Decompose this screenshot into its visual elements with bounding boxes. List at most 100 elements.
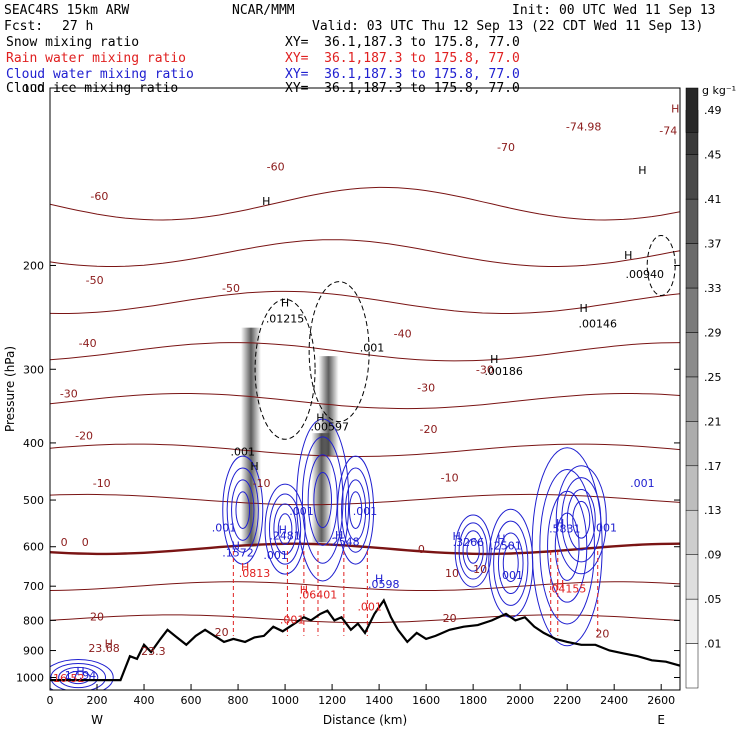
contour-label: H (497, 532, 505, 545)
snow-column-2 (318, 356, 339, 456)
cloud-water-contour-4-1 (458, 522, 488, 580)
contour-label: -70 (497, 141, 515, 154)
cloud-water-contour-4-3 (466, 538, 480, 564)
cloud-water-contour-3-1 (341, 467, 371, 553)
contour-label: H (300, 583, 308, 596)
cloud-water-contour-0-3 (235, 491, 251, 529)
x-tick-label: 600 (181, 694, 202, 707)
colorbar-tick-label: .37 (704, 238, 722, 251)
contour-label: 20 (90, 610, 104, 623)
colorbar-tick-label: .21 (704, 415, 722, 428)
contour-label: .001 (357, 601, 382, 614)
contour-label: H (241, 561, 249, 574)
y-tick-label: 1000 (16, 672, 44, 685)
model-name: SEAC4RS 15km ARW (4, 3, 130, 18)
plot-border (49, 87, 681, 691)
cloud-water-contour-2-3 (313, 472, 333, 529)
contour-label: -74 (659, 125, 677, 138)
contour-label: -74.98 (566, 120, 601, 133)
cloud-water-contour-8-3 (65, 670, 91, 685)
colorbar-cell (685, 332, 699, 378)
contour-label: 17.94 (65, 669, 97, 682)
x-tick-label: 1400 (365, 694, 393, 707)
cloud-water-contour-0-0 (222, 455, 264, 565)
contour-label: H (335, 529, 343, 542)
colorbar-cell (685, 465, 699, 511)
contour-label: H (453, 530, 461, 543)
colorbar-tick-label: .25 (704, 371, 722, 384)
cloud-ice-contour-1 (308, 281, 370, 423)
isotherm-20 (50, 614, 680, 624)
contour-label: 0 (61, 536, 68, 549)
contour-label: 20 (595, 627, 609, 640)
isotherm--40 (50, 342, 680, 362)
contour-label: .001 (212, 521, 237, 534)
contour-label: .5831 (549, 523, 581, 536)
cloud-water-contour-5-2 (497, 532, 524, 594)
snow-column-0 (240, 327, 261, 547)
contour-label: H (76, 665, 84, 678)
contour-label: H (556, 578, 564, 591)
contour-label: -30 (60, 388, 78, 401)
contour-label: .2501 (490, 540, 522, 553)
contour-label: 23.3 (141, 645, 166, 658)
contour-label: .01215 (266, 313, 305, 326)
colorbar-cell (685, 554, 699, 600)
contour-label: 10 (473, 563, 487, 576)
contour-label: H (671, 102, 679, 115)
colorbar-cell (685, 154, 699, 200)
cloud-water-contour-3-3 (348, 491, 363, 529)
colorbar-tick-label: .33 (704, 282, 722, 295)
contour-label: .001 (360, 342, 385, 355)
isotherm--70 (50, 186, 680, 221)
field-cloudwater-name: Cloud water mixing ratio (6, 67, 194, 82)
contour-label: .001 (353, 505, 378, 518)
x-axis-title: Distance (km) (323, 713, 407, 727)
x-tick-label: 0 (47, 694, 54, 707)
x-tick-label: 1000 (271, 694, 299, 707)
colorbar-cell (685, 598, 699, 644)
x-tick-label: 2200 (553, 694, 581, 707)
y-tick-label: 300 (23, 363, 44, 376)
colorbar-tick-label: .17 (704, 460, 722, 473)
contour-label: -50 (86, 274, 104, 287)
contour-label: H (375, 573, 383, 586)
field-cloudwater-xy: XY= 36.1,187.3 to 175.8, 77.0 (285, 67, 520, 82)
y-tick-label: 800 (23, 614, 44, 627)
colorbar-tick-label: .41 (704, 193, 722, 206)
y-tick-label: 200 (23, 259, 44, 272)
colorbar-tick-label: .45 (704, 149, 722, 162)
contour-label: -50 (222, 282, 240, 295)
contour-label: 16.52 (53, 672, 85, 685)
isotherm-10 (50, 581, 680, 591)
x-tick-label: 2400 (600, 694, 628, 707)
colorbar-tick-label: .09 (704, 549, 722, 562)
contour-label: .001 (498, 569, 523, 582)
contour-label: .001 (263, 549, 288, 562)
cloud-water-contour-3-2 (345, 479, 367, 541)
contour-label: .2481 (269, 529, 301, 542)
cloud-water-contour-1-2 (273, 503, 297, 555)
cloud-water-contour-4-2 (462, 530, 484, 572)
colorbar-cell (685, 509, 699, 555)
init-time: Init: 00 UTC Wed 11 Sep 13 (512, 3, 716, 18)
contour-label: -20 (419, 423, 437, 436)
contour-label: -10 (253, 477, 271, 490)
cloud-water-contour-5-0 (488, 508, 534, 618)
isotherm--50 (50, 290, 680, 314)
cloud-water-contour-1-1 (268, 493, 302, 565)
contour-label: .001 (630, 477, 655, 490)
cloud-water-contour-6-1 (539, 469, 595, 625)
contour-label: H (316, 412, 324, 425)
colorbar-cell (685, 198, 699, 244)
field-rain-xy: XY= 36.1,187.3 to 175.8, 77.0 (285, 51, 520, 66)
colorbar-tick-label: .29 (704, 326, 722, 339)
cloud-water-contour-5-1 (493, 520, 529, 606)
contour-label: .0598 (368, 578, 400, 591)
cloud-water-contour-2-1 (301, 436, 344, 564)
contour-label: .00597 (310, 420, 349, 433)
x-tick-label: 2000 (506, 694, 534, 707)
contour-label: H (579, 302, 587, 315)
